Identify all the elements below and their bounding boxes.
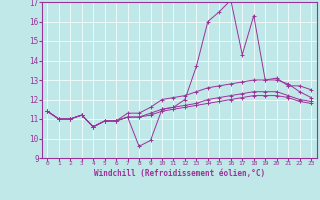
X-axis label: Windchill (Refroidissement éolien,°C): Windchill (Refroidissement éolien,°C) bbox=[94, 169, 265, 178]
